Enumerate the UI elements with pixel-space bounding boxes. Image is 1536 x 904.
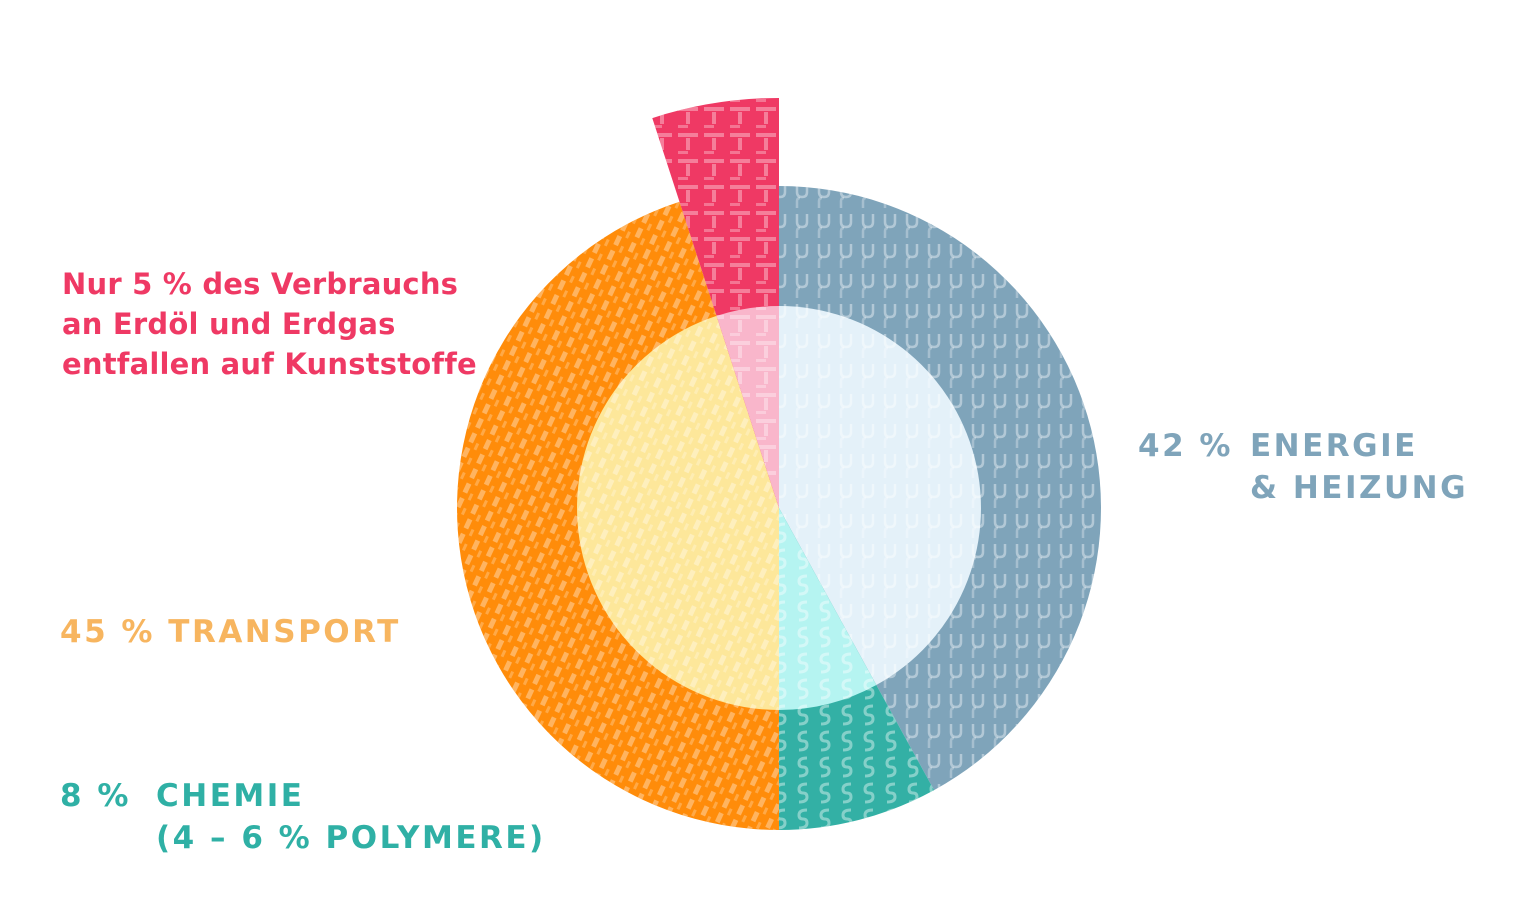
chemie-label: CHEMIE (4 – 6 % POLYMERE) xyxy=(156,775,546,859)
chemie-percent-label: 8 % xyxy=(60,778,131,814)
energie-percent-label: 42 % xyxy=(1138,428,1233,464)
kunststoff-label-line-2: an Erdöl und Erdgas xyxy=(62,307,396,341)
transport-label-text: TRANSPORT xyxy=(168,614,401,650)
transport-percent-label: 45 % xyxy=(60,614,155,650)
pie-slice-transport-pattern xyxy=(457,201,779,830)
pie-slice-kunststoff xyxy=(652,98,779,508)
pie-slice-energie xyxy=(779,186,1101,791)
pie-slice-chemie-pattern xyxy=(779,508,935,830)
pie-slice-chemie xyxy=(779,508,935,830)
transport-label: 45 % TRANSPORT xyxy=(60,611,401,653)
kunststoff-label-line-1: Nur 5 % des Verbrauchs xyxy=(62,267,459,301)
kunststoff-label-line-3: entfallen auf Kunststoffe xyxy=(62,347,477,381)
pie-slice-kunststoff-pattern xyxy=(652,98,779,508)
energie-label: ENERGIE & HEIZUNG xyxy=(1250,425,1468,509)
chemie-label-line-2: (4 – 6 % POLYMERE) xyxy=(156,820,546,856)
kunststoff-label: Nur 5 % des Verbrauchs an Erdöl und Erdg… xyxy=(62,264,477,384)
pie-slice-transport xyxy=(457,201,779,830)
energie-label-line-2: & HEIZUNG xyxy=(1250,470,1469,506)
chemie-label-line-1: CHEMIE xyxy=(156,778,305,814)
pie-slice-energie-pattern xyxy=(779,186,1101,791)
energie-label-line-1: ENERGIE xyxy=(1250,428,1418,464)
